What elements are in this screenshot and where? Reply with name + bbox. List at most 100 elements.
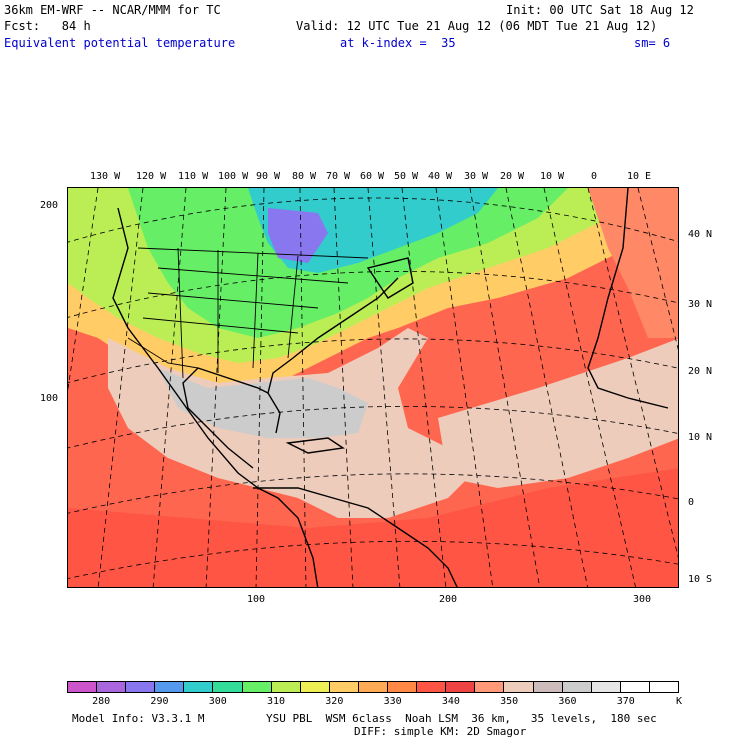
state-border [147,292,319,309]
grid-x-label: 100 [247,594,266,605]
legend-tick-label: 370 [616,696,635,707]
lon-label: 80 W [292,171,317,182]
legend-swatch [97,682,127,692]
forecast-hour: Fcst: 84 h [4,19,91,33]
legend-tick-label: 300 [208,696,227,707]
africa-coast [587,188,669,409]
legend-unit: K [676,696,683,707]
pacific-coast [112,207,319,587]
smoothing-info: sm= 6 [634,36,671,50]
longitude-line [205,188,227,587]
latitude-line [68,271,678,318]
legend-swatch [184,682,214,692]
lon-label: 100 W [218,171,249,182]
legend-swatch [620,682,650,692]
nova-scotia-coast [366,257,414,299]
legend-swatch [591,682,621,692]
legend-tick-label: 360 [558,696,577,707]
lon-label: 130 W [90,171,121,182]
lat-label: 10 N [688,432,713,443]
state-border [287,255,299,359]
grid-y-label: 100 [40,393,59,404]
field-band-290 [268,208,328,263]
field-band-350-atlantic [438,338,678,488]
florida-coast [267,392,281,434]
lat-label: 20 N [688,366,713,377]
legend-swatch [271,682,301,692]
legend-tick-label: 290 [150,696,169,707]
legend-tick-label: 330 [383,696,402,707]
model-info: Model Info: V3.3.1 M [72,712,205,725]
legend-swatch [68,682,98,692]
lat-label: 0 [688,497,695,508]
field-band-340 [68,468,678,587]
legend-swatch [329,682,359,692]
field-name: Equivalent potential temperature [4,36,236,50]
legend-swatch [358,682,389,692]
political-borders [127,247,369,379]
lat-label: 10 S [688,574,713,585]
legend-swatch [533,682,563,692]
longitude-line [435,188,494,587]
lon-label: 20 W [500,171,525,182]
physics-info: YSU PBL WSM 6class Noah LSM 36 km, 35 le… [266,712,657,725]
lon-label: 40 W [428,171,453,182]
level-info: at k-index = 35 [340,36,456,50]
lat-label: 40 N [688,229,713,240]
latitude-line [68,473,678,514]
us-canada-border [137,247,369,259]
valid-time: Valid: 12 UTC Tue 21 Aug 12 (06 MDT Tue … [296,19,658,33]
color-legend [67,681,679,693]
atlantic-gulf-coast [182,277,399,469]
legend-swatch [300,682,330,692]
legend-swatch [446,682,476,692]
latitude-line [68,406,678,449]
model-title: 36km EM-WRF -- NCAR/MMM for TC [4,3,221,17]
lon-label: 30 W [464,171,489,182]
state-border [157,267,349,284]
legend-tick-label: 350 [500,696,519,707]
grid-x-label: 200 [439,594,458,605]
longitude-line [587,188,678,558]
legend-tick-label: 310 [267,696,286,707]
longitude-line [469,188,541,587]
cuba-coast [285,437,345,454]
latitude-line [68,540,678,579]
longitude-line [97,188,144,587]
lon-label: 120 W [136,171,167,182]
legend-swatch [155,682,185,692]
map-panel [67,187,679,588]
longitude-line [367,188,401,587]
lon-label: 50 W [394,171,419,182]
legend-swatch [388,682,418,692]
lon-label: 60 W [360,171,385,182]
lon-label: 10 E [627,171,652,182]
init-time: Init: 00 UTC Sat 18 Aug 12 [506,3,694,17]
lon-label: 110 W [178,171,209,182]
latitude-line [68,338,678,384]
longitude-line [333,188,354,587]
lon-label: 0 [591,171,598,182]
state-border [252,252,259,369]
legend-swatch [475,682,505,692]
legend-swatch [649,682,678,692]
longitude-line [68,188,99,392]
state-border [142,317,299,334]
grid-x-label: 300 [633,594,652,605]
legend-swatch [126,682,156,692]
legend-swatch [213,682,243,692]
legend-tick-label: 340 [441,696,460,707]
legend-tick-label: 280 [92,696,111,707]
legend-swatch [417,682,447,692]
diffusion-info: DIFF: simple KM: 2D Smagor [354,725,527,738]
legend-swatch [562,682,592,692]
legend-tick-label: 320 [325,696,344,707]
equivalent-potential-temperature-map [68,188,678,587]
longitude-line [543,188,636,587]
coastlines [112,188,669,587]
lon-label: 90 W [256,171,281,182]
field-band-africa [588,188,678,338]
longitude-line [401,188,447,587]
legend-swatch [242,682,272,692]
south-america-coast [253,487,458,587]
